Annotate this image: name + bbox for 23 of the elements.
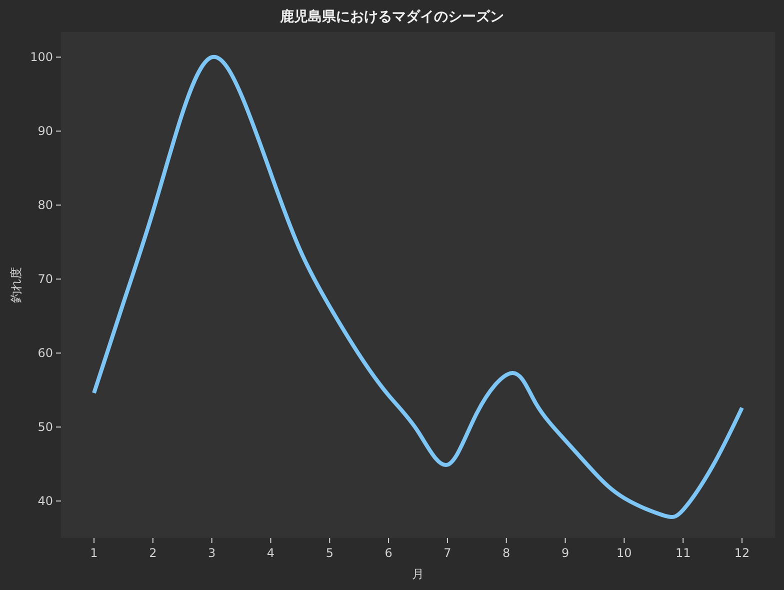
x-tick-label: 7	[444, 546, 452, 560]
x-tick-label: 5	[326, 546, 334, 560]
x-tick-label: 11	[675, 546, 691, 560]
y-tick-label: 60	[38, 346, 53, 360]
x-tick-label: 10	[616, 546, 632, 560]
y-tick-label: 40	[38, 494, 53, 508]
x-tick-label: 2	[149, 546, 157, 560]
y-tick-label: 90	[38, 124, 53, 138]
y-tick-label: 80	[38, 198, 53, 212]
x-tick-label: 6	[384, 546, 392, 560]
y-tick-label: 100	[30, 50, 53, 64]
y-tick-label: 70	[38, 272, 53, 286]
y-axis-title: 釣れ度	[9, 267, 23, 303]
x-tick-label: 8	[502, 546, 510, 560]
x-tick-label: 9	[561, 546, 570, 560]
x-tick-label: 1	[90, 546, 98, 560]
y-tick-label: 50	[38, 420, 53, 434]
x-tick-label: 12	[734, 546, 750, 560]
x-tick-label: 4	[266, 546, 275, 560]
chart-title: 鹿児島県におけるマダイのシーズン	[279, 8, 504, 25]
x-axis-title: 月	[412, 567, 424, 581]
line-series	[92, 55, 744, 518]
x-tick-label: 3	[208, 546, 216, 560]
